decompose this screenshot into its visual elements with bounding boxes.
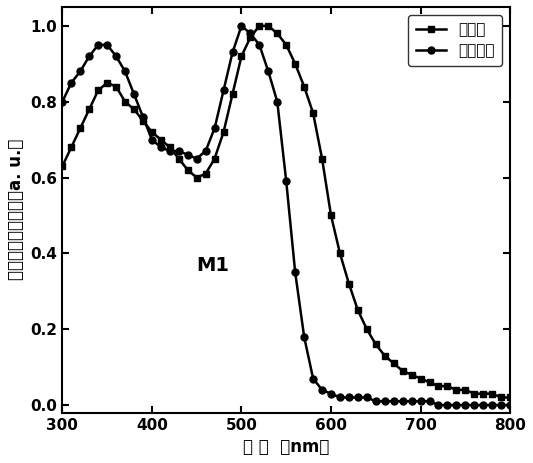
氯仿溶液	[59, 99, 66, 105]
氯仿溶液	[238, 23, 245, 29]
成膜态	[364, 326, 370, 332]
氯仿溶液	[507, 402, 513, 408]
成膜态	[489, 391, 495, 396]
成膜态	[256, 23, 263, 29]
氯仿溶液	[203, 148, 209, 154]
Y-axis label: 归一化的吸收强度（a. u.）: 归一化的吸收强度（a. u.）	[7, 139, 25, 281]
Legend: 成膜态, 氯仿溶液: 成膜态, 氯仿溶液	[408, 14, 503, 66]
X-axis label: 波 长  （nm）: 波 长 （nm）	[243, 438, 329, 456]
成膜态	[507, 394, 513, 400]
成膜态	[203, 171, 209, 176]
成膜态	[59, 163, 66, 169]
氯仿溶液	[193, 156, 200, 162]
成膜态	[193, 175, 200, 181]
氯仿溶液	[364, 394, 370, 400]
成膜态	[391, 361, 397, 366]
Line: 氯仿溶液: 氯仿溶液	[59, 22, 514, 408]
成膜态	[498, 394, 504, 400]
Line: 成膜态: 成膜态	[59, 22, 514, 401]
氯仿溶液	[498, 402, 504, 408]
氯仿溶液	[435, 402, 442, 408]
氯仿溶液	[391, 399, 397, 404]
成膜态	[158, 137, 164, 143]
氯仿溶液	[158, 144, 164, 150]
Text: M1: M1	[197, 256, 230, 275]
